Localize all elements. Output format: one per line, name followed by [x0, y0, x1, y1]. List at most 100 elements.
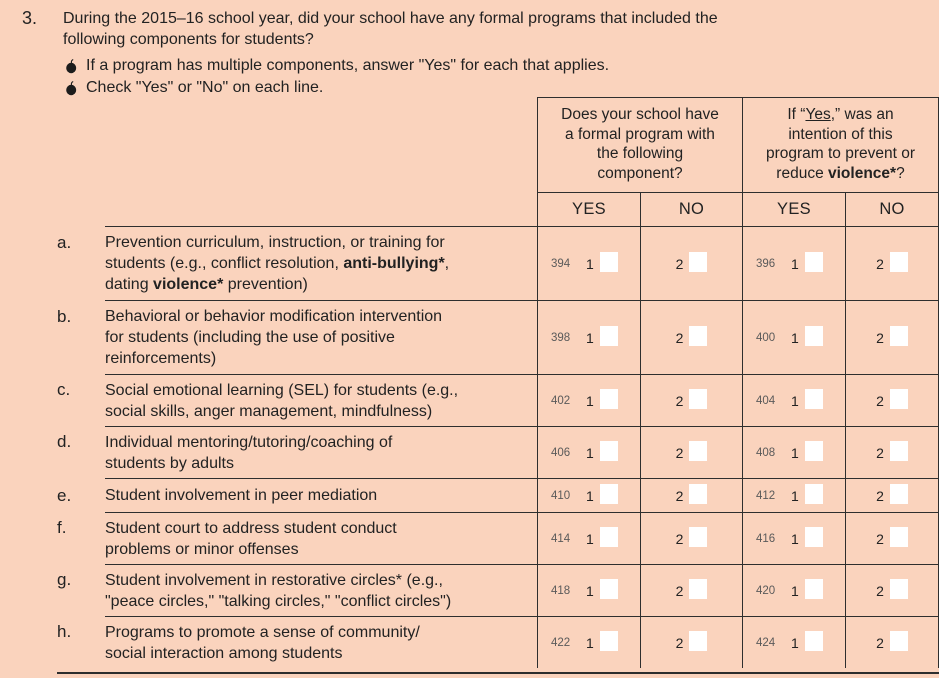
- violence-no-cell: 2: [845, 564, 939, 616]
- option-digit: 1: [791, 487, 799, 504]
- checkbox-e-program-no[interactable]: [689, 483, 708, 504]
- checkbox-g-program-yes[interactable]: [599, 578, 618, 599]
- row-description-g: Student involvement in restorative circl…: [105, 564, 537, 616]
- column-group-header-program: Does your school have a formal program w…: [537, 97, 742, 192]
- checkbox-e-violence-yes[interactable]: [804, 483, 823, 504]
- option-digit: 1: [586, 487, 594, 504]
- checkbox-h-violence-no[interactable]: [889, 630, 908, 651]
- checkbox-c-program-yes[interactable]: [599, 388, 618, 409]
- checkbox-b-program-yes[interactable]: [599, 325, 618, 346]
- checkbox-g-program-no[interactable]: [689, 578, 708, 599]
- field-code: 394: [551, 257, 571, 270]
- field-code: 410: [551, 489, 571, 502]
- checkbox-a-program-yes[interactable]: [599, 251, 618, 272]
- program-no-cell: 2: [640, 226, 742, 300]
- checkbox-a-violence-no[interactable]: [889, 251, 908, 272]
- checkbox-a-program-no[interactable]: [689, 251, 708, 272]
- program-yes-cell: 398 1: [537, 300, 640, 374]
- program-yes-cell: 414 1: [537, 512, 640, 564]
- instruction-list: If a program has multiple components, an…: [63, 55, 939, 99]
- checkbox-h-program-no[interactable]: [689, 630, 708, 651]
- program-yes-cell: 394 1: [537, 226, 640, 300]
- apple-icon: [66, 81, 77, 96]
- checkbox-f-violence-no[interactable]: [889, 526, 908, 547]
- row-letter-c: c.: [57, 380, 71, 399]
- checkbox-g-violence-yes[interactable]: [804, 578, 823, 599]
- checkbox-c-violence-no[interactable]: [889, 388, 908, 409]
- option-digit: 2: [876, 582, 884, 599]
- option-digit: 2: [675, 530, 684, 547]
- program-no-cell: 2: [640, 426, 742, 478]
- checkbox-e-program-yes[interactable]: [599, 483, 618, 504]
- option-digit: 2: [675, 392, 684, 409]
- option-digit: 2: [675, 444, 684, 461]
- option-digit: 1: [791, 582, 799, 599]
- option-digit: 1: [791, 530, 799, 547]
- checkbox-h-program-yes[interactable]: [599, 630, 618, 651]
- checkbox-b-program-no[interactable]: [689, 325, 708, 346]
- checkbox-f-program-yes[interactable]: [599, 526, 618, 547]
- checkbox-f-violence-yes[interactable]: [804, 526, 823, 547]
- checkbox-a-violence-yes[interactable]: [804, 251, 823, 272]
- checkbox-f-program-no[interactable]: [689, 526, 708, 547]
- field-code: 420: [756, 584, 776, 597]
- violence-yes-cell: 404 1: [742, 374, 845, 426]
- checkbox-d-violence-no[interactable]: [889, 440, 908, 461]
- option-digit: 1: [586, 634, 594, 651]
- option-digit: 1: [791, 444, 799, 461]
- row-description-f: Student court to address student conduct…: [105, 512, 537, 564]
- program-no-cell: 2: [640, 564, 742, 616]
- checkbox-h-violence-yes[interactable]: [804, 630, 823, 651]
- violence-yes-cell: 416 1: [742, 512, 845, 564]
- column-header-violence-no: NO: [845, 192, 939, 226]
- subheader-spacer: [0, 192, 537, 226]
- checkbox-b-violence-yes[interactable]: [804, 325, 823, 346]
- program-no-cell: 2: [640, 616, 742, 668]
- row-letter-g: g.: [57, 570, 72, 589]
- field-code: 398: [551, 331, 571, 344]
- column-header-violence-yes: YES: [742, 192, 845, 226]
- checkbox-d-program-yes[interactable]: [599, 440, 618, 461]
- checkbox-g-violence-no[interactable]: [889, 578, 908, 599]
- program-yes-cell: 406 1: [537, 426, 640, 478]
- checkbox-d-program-no[interactable]: [689, 440, 708, 461]
- field-code: 414: [551, 532, 571, 545]
- checkbox-c-program-no[interactable]: [689, 388, 708, 409]
- field-code: 416: [756, 532, 776, 545]
- instruction-item: If a program has multiple components, an…: [63, 55, 939, 77]
- row-description-a: Prevention curriculum, instruction, or t…: [105, 226, 537, 300]
- violence-no-cell: 2: [845, 512, 939, 564]
- field-code: 418: [551, 584, 571, 597]
- row-letter-a: a.: [57, 232, 72, 252]
- checkbox-d-violence-yes[interactable]: [804, 440, 823, 461]
- option-digit: 1: [586, 255, 594, 272]
- row-letter-e: e.: [57, 485, 72, 505]
- apple-icon: [66, 59, 77, 74]
- instruction-text: If a program has multiple components, an…: [86, 57, 610, 74]
- option-digit: 1: [791, 634, 799, 651]
- row-letter-b: b.: [57, 306, 72, 326]
- row-description-d: Individual mentoring/tutoring/coaching o…: [105, 426, 537, 478]
- option-digit: 2: [876, 487, 884, 504]
- violence-yes-cell: 408 1: [742, 426, 845, 478]
- violence-no-cell: 2: [845, 426, 939, 478]
- program-no-cell: 2: [640, 374, 742, 426]
- violence-yes-cell: 420 1: [742, 564, 845, 616]
- checkbox-b-violence-no[interactable]: [889, 325, 908, 346]
- option-digit: 2: [675, 634, 684, 651]
- violence-no-cell: 2: [845, 478, 939, 512]
- field-code: 408: [756, 446, 776, 459]
- field-code: 406: [551, 446, 571, 459]
- violence-yes-cell: 424 1: [742, 616, 845, 668]
- header-spacer: [0, 97, 537, 192]
- row-letter-f: f.: [57, 518, 67, 537]
- row-letter-d: d.: [57, 432, 72, 451]
- field-code: 402: [551, 394, 571, 407]
- instruction-item: Check "Yes" or "No" on each line.: [63, 77, 939, 99]
- checkbox-c-violence-yes[interactable]: [804, 388, 823, 409]
- option-digit: 2: [876, 634, 884, 651]
- option-digit: 1: [791, 255, 799, 272]
- checkbox-e-violence-no[interactable]: [889, 483, 908, 504]
- option-digit: 1: [586, 329, 594, 346]
- program-no-cell: 2: [640, 300, 742, 374]
